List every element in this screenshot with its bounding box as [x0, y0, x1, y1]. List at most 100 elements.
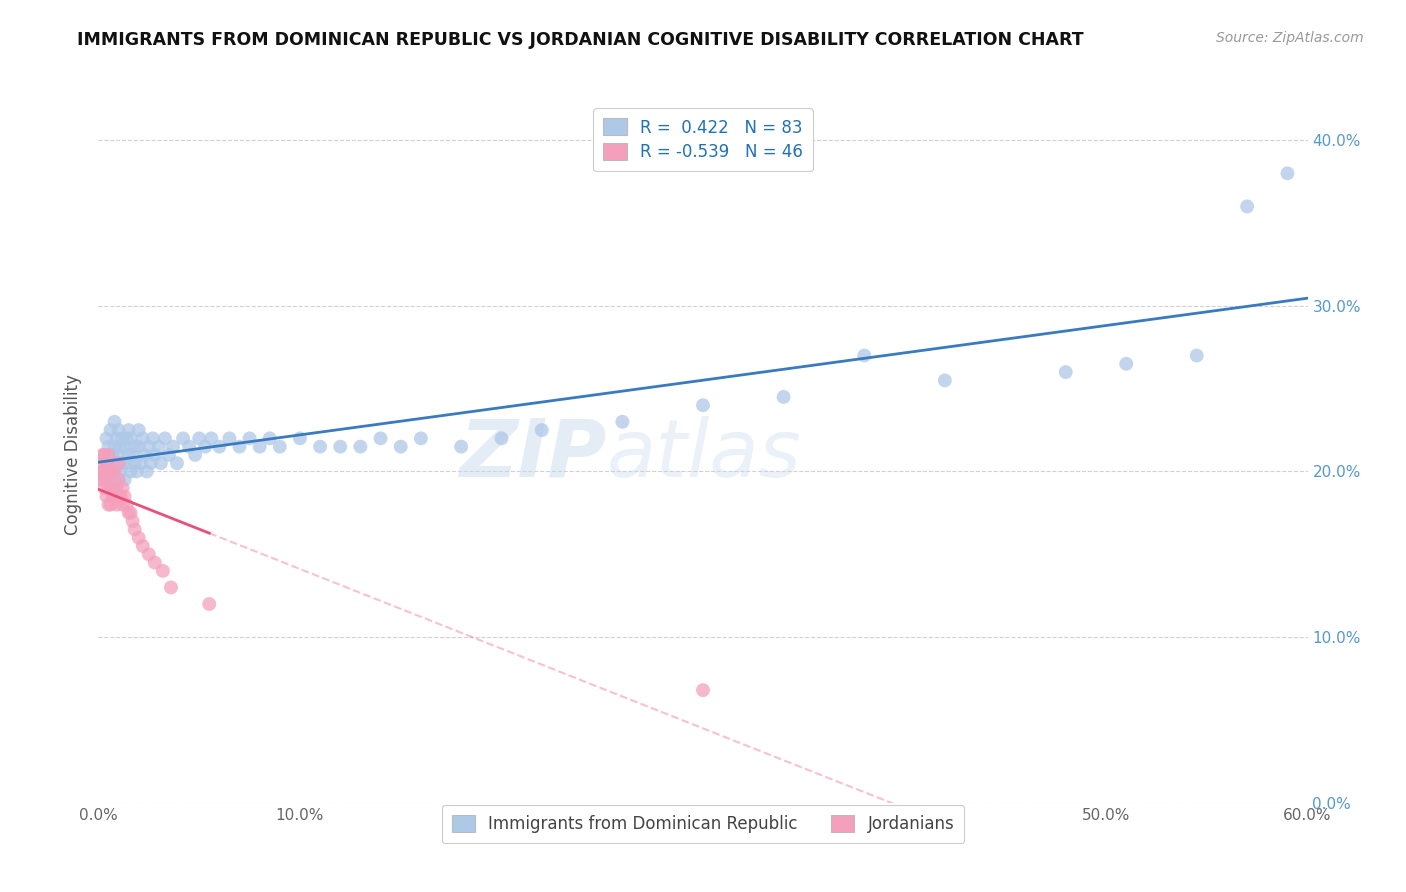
Point — [105, 456, 128, 470]
Point — [152, 564, 174, 578]
Point — [103, 489, 125, 503]
Legend: Immigrants from Dominican Republic, Jordanians: Immigrants from Dominican Republic, Jord… — [441, 805, 965, 843]
Point — [91, 448, 114, 462]
Point — [692, 683, 714, 698]
Point — [1236, 199, 1258, 213]
Point — [934, 373, 956, 387]
Point — [1185, 349, 1208, 363]
Point — [110, 465, 132, 479]
Point — [134, 448, 156, 462]
Point — [121, 514, 143, 528]
Point — [111, 498, 134, 512]
Point — [450, 440, 472, 454]
Point — [138, 547, 160, 561]
Point — [96, 456, 118, 470]
Point — [143, 556, 166, 570]
Point — [93, 448, 115, 462]
Point — [491, 431, 513, 445]
Point — [103, 415, 125, 429]
Point — [100, 423, 122, 437]
Point — [184, 448, 207, 462]
Text: atlas: atlas — [606, 416, 801, 494]
Point — [153, 431, 176, 445]
Point — [409, 431, 432, 445]
Point — [100, 498, 122, 512]
Point — [101, 465, 124, 479]
Point — [1054, 365, 1077, 379]
Point — [111, 431, 134, 445]
Point — [166, 456, 188, 470]
Point — [349, 440, 371, 454]
Point — [124, 523, 146, 537]
Point — [530, 423, 553, 437]
Point — [114, 473, 136, 487]
Point — [157, 448, 180, 462]
Point — [96, 473, 118, 487]
Point — [772, 390, 794, 404]
Point — [129, 456, 152, 470]
Point — [111, 456, 134, 470]
Point — [120, 431, 142, 445]
Point — [160, 581, 183, 595]
Point — [97, 465, 120, 479]
Point — [93, 481, 115, 495]
Point — [853, 349, 876, 363]
Point — [105, 498, 128, 512]
Point — [198, 597, 221, 611]
Point — [269, 440, 291, 454]
Text: IMMIGRANTS FROM DOMINICAN REPUBLIC VS JORDANIAN COGNITIVE DISABILITY CORRELATION: IMMIGRANTS FROM DOMINICAN REPUBLIC VS JO… — [77, 31, 1084, 49]
Point — [128, 531, 150, 545]
Point — [91, 465, 114, 479]
Point — [100, 481, 122, 495]
Point — [118, 506, 141, 520]
Point — [329, 440, 352, 454]
Point — [239, 431, 262, 445]
Point — [288, 431, 311, 445]
Point — [132, 431, 155, 445]
Point — [138, 440, 160, 454]
Point — [91, 473, 114, 487]
Point — [172, 431, 194, 445]
Point — [101, 481, 124, 495]
Point — [101, 473, 124, 487]
Point — [97, 448, 120, 462]
Point — [124, 456, 146, 470]
Point — [100, 465, 122, 479]
Point — [115, 456, 138, 470]
Point — [118, 448, 141, 462]
Point — [135, 465, 157, 479]
Point — [97, 481, 120, 495]
Y-axis label: Cognitive Disability: Cognitive Disability — [65, 375, 83, 535]
Point — [162, 440, 184, 454]
Point — [91, 465, 114, 479]
Point — [143, 448, 166, 462]
Point — [1277, 166, 1299, 180]
Point — [228, 440, 250, 454]
Point — [125, 465, 148, 479]
Point — [128, 423, 150, 437]
Point — [96, 431, 118, 445]
Point — [105, 481, 128, 495]
Point — [97, 456, 120, 470]
Point — [101, 489, 124, 503]
Point — [105, 431, 128, 445]
Point — [107, 489, 129, 503]
Point — [389, 440, 412, 454]
Point — [118, 423, 141, 437]
Point — [93, 465, 115, 479]
Point — [96, 489, 118, 503]
Point — [194, 440, 217, 454]
Point — [103, 440, 125, 454]
Point — [107, 473, 129, 487]
Point — [218, 431, 240, 445]
Point — [107, 448, 129, 462]
Point — [115, 498, 138, 512]
Point — [120, 506, 142, 520]
Point — [97, 498, 120, 512]
Point — [309, 440, 332, 454]
Point — [110, 440, 132, 454]
Point — [103, 481, 125, 495]
Text: Source: ZipAtlas.com: Source: ZipAtlas.com — [1216, 31, 1364, 45]
Point — [259, 431, 281, 445]
Point — [111, 481, 134, 495]
